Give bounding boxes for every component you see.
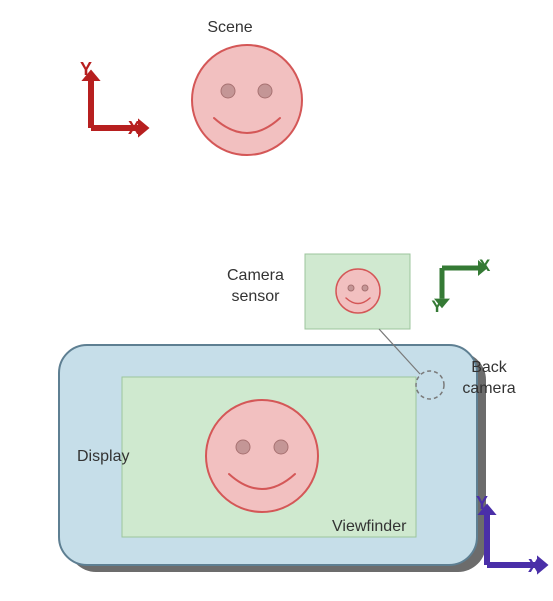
display-label: Display — [77, 447, 129, 468]
scene-label: Scene — [207, 18, 252, 39]
viewfinder-label: Viewfinder — [332, 517, 406, 538]
scene-axis-y-label: Y — [80, 58, 92, 81]
camera-sensor-label: Camera sensor — [227, 266, 284, 308]
back-camera-label: Back camera — [462, 358, 515, 400]
scene-axis-x-label: X — [128, 117, 140, 140]
sensor-axis-y-label: Y — [431, 296, 442, 318]
sensor-axis-x-label: X — [479, 255, 490, 277]
phone-axis-y-label: Y — [476, 492, 488, 515]
phone-axis-x-label: X — [528, 555, 540, 578]
